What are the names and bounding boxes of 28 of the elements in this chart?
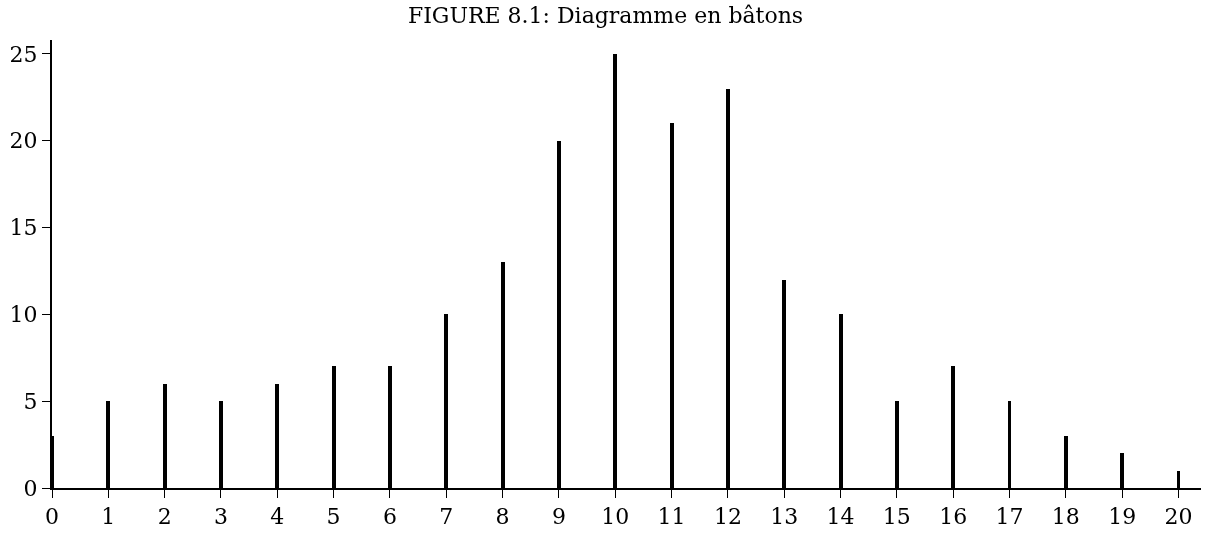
x-tick-label: 4 — [270, 504, 285, 530]
x-tick-label: 14 — [826, 504, 855, 530]
x-tick-label: 8 — [495, 504, 510, 530]
x-tick-label: 16 — [939, 504, 968, 530]
x-tick-label: 9 — [551, 504, 566, 530]
y-tick-label: 15 — [9, 215, 38, 241]
y-tick-label: 20 — [9, 128, 38, 154]
x-tick-label: 6 — [382, 504, 397, 530]
x-tick-label: 2 — [157, 504, 172, 530]
x-tick-label: 10 — [601, 504, 630, 530]
x-tick-label: 17 — [995, 504, 1024, 530]
x-tick-label: 1 — [101, 504, 116, 530]
x-tick-label: 19 — [1108, 504, 1137, 530]
x-tick-label: 20 — [1164, 504, 1193, 530]
x-tick-label: 13 — [770, 504, 799, 530]
x-tick-label: 5 — [326, 504, 341, 530]
x-tick-label: 11 — [657, 504, 686, 530]
x-tick-label: 12 — [713, 504, 742, 530]
y-tick-label: 5 — [23, 388, 38, 414]
y-tick-label: 25 — [9, 41, 38, 67]
x-tick-label: 3 — [213, 504, 228, 530]
chart-title: FIGURE 8.1: Diagramme en bâtons — [407, 3, 804, 29]
x-tick-label: 18 — [1051, 504, 1080, 530]
y-tick-label: 0 — [23, 475, 38, 501]
x-tick-label: 15 — [882, 504, 911, 530]
y-tick-label: 10 — [9, 302, 38, 328]
x-tick-label: 0 — [45, 504, 59, 530]
x-tick-label: 7 — [439, 504, 454, 530]
